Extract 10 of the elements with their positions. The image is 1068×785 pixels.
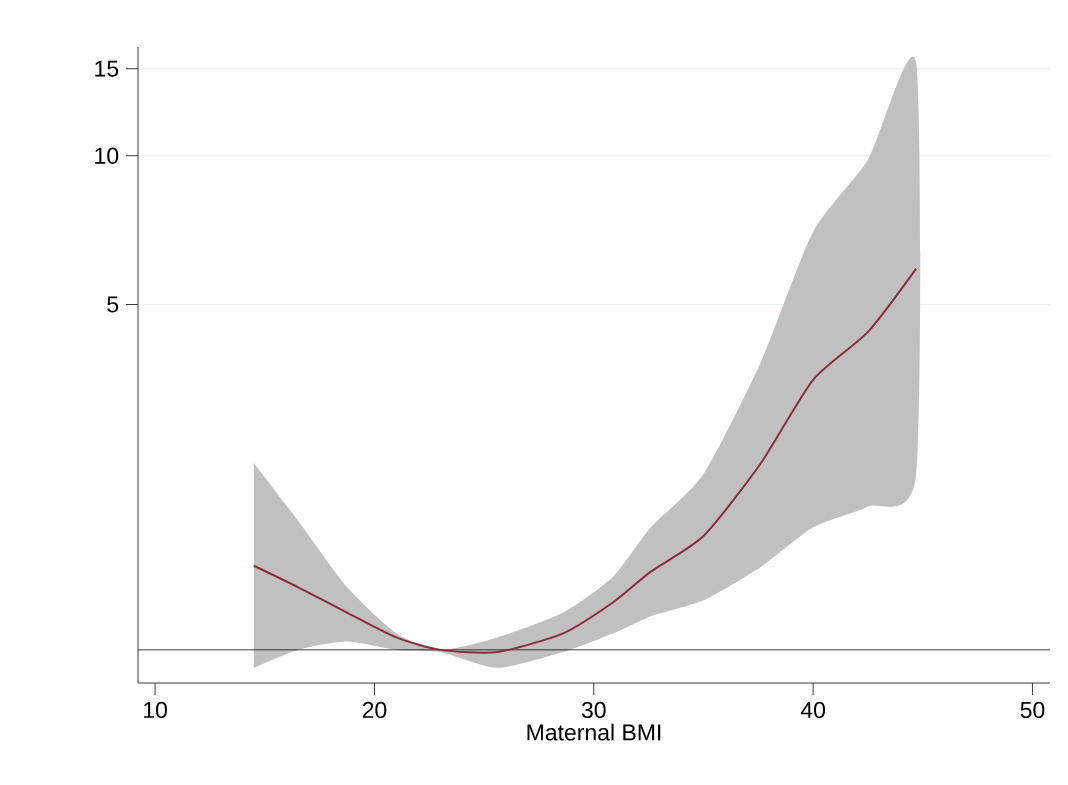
x-axis-title: Maternal BMI [527,723,661,741]
line-series [252,267,918,654]
y-tick-label: 5 [107,296,119,313]
y-tick-label: 15 [95,60,119,77]
y-tick-label: 10 [95,147,119,164]
x-tick-label: 50 [1020,701,1045,719]
x-tick-label: 20 [362,701,387,719]
x-tick-label: 10 [144,701,168,719]
x-tick-label: 30 [581,701,606,719]
x-tick-label: 40 [800,701,826,719]
